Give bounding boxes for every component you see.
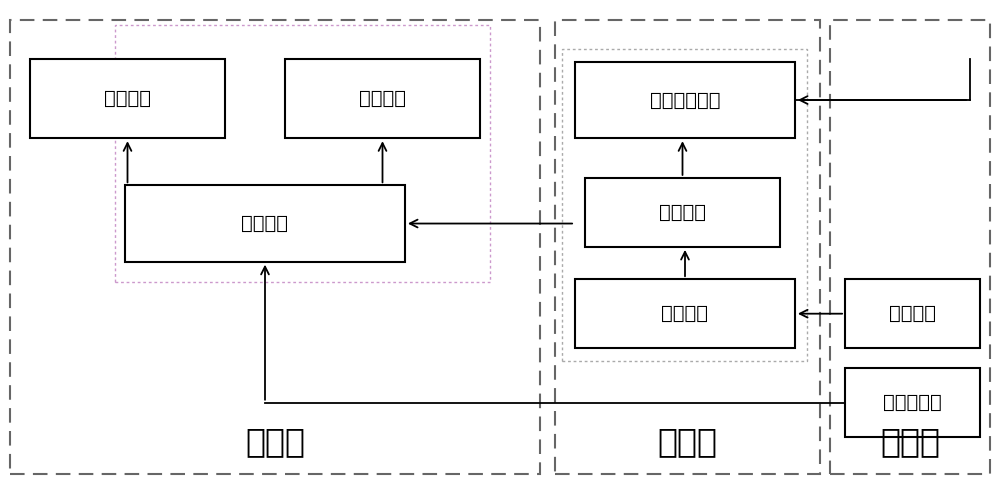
Bar [562,49,807,361]
Bar [575,279,795,348]
Text: 应用层: 应用层 [245,426,305,458]
Text: 自动问答: 自动问答 [104,89,151,108]
Bar [830,20,990,474]
Text: 用户信息验证: 用户信息验证 [650,90,720,110]
Bar [575,62,795,138]
Bar [555,20,820,474]
Text: 自动问答库: 自动问答库 [883,393,942,412]
Text: 用户注册: 用户注册 [661,304,708,323]
Bar [125,185,405,262]
Text: 问答系统: 问答系统 [242,214,288,233]
Bar [10,20,540,474]
Bar [30,59,225,138]
Bar [845,368,980,437]
Bar [845,279,980,348]
Text: 中间层: 中间层 [658,426,718,458]
Bar [115,25,490,282]
Text: 用户信息: 用户信息 [889,304,936,323]
Bar [285,59,480,138]
Text: 用户登录: 用户登录 [659,203,706,222]
Bar [585,178,780,247]
Text: 数据层: 数据层 [880,426,940,458]
Text: 社区问答: 社区问答 [359,89,406,108]
